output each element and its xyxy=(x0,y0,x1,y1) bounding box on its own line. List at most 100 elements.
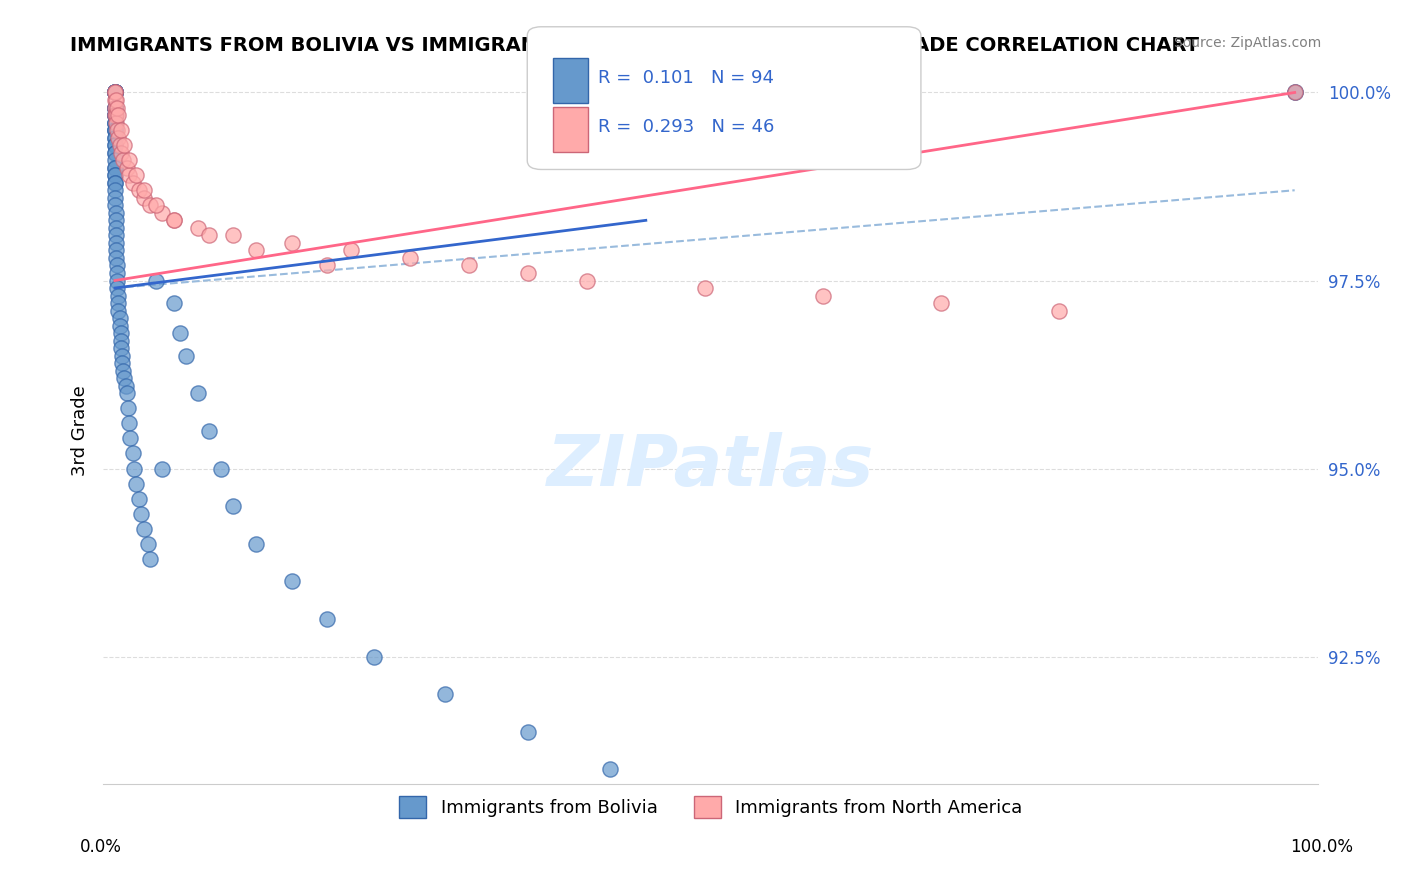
Point xyxy=(105,101,128,115)
Point xyxy=(121,446,143,460)
Point xyxy=(118,168,141,182)
Point xyxy=(134,183,156,197)
Point xyxy=(107,288,129,302)
Point xyxy=(245,537,267,551)
Point xyxy=(121,176,143,190)
Point xyxy=(104,86,127,100)
Point xyxy=(104,145,127,160)
Point xyxy=(457,259,479,273)
Point xyxy=(104,86,127,100)
Point xyxy=(929,296,952,310)
Point xyxy=(209,461,232,475)
Point xyxy=(105,266,128,280)
Point xyxy=(104,168,127,182)
Point xyxy=(104,101,127,115)
Point xyxy=(198,424,221,438)
Point xyxy=(104,108,127,122)
Y-axis label: 3rd Grade: 3rd Grade xyxy=(72,385,89,476)
Point xyxy=(516,266,538,280)
Point xyxy=(105,251,128,265)
Point xyxy=(110,341,132,355)
Point xyxy=(340,244,363,258)
Point xyxy=(129,507,152,521)
Point xyxy=(107,108,129,122)
Point xyxy=(104,86,127,100)
Point xyxy=(125,168,148,182)
Point xyxy=(104,183,127,197)
Point xyxy=(128,183,150,197)
Point xyxy=(104,130,127,145)
Point xyxy=(104,138,127,153)
Point xyxy=(105,259,128,273)
Point xyxy=(104,138,127,153)
Point xyxy=(174,349,197,363)
Point xyxy=(693,281,716,295)
Point xyxy=(134,191,156,205)
Point xyxy=(105,244,128,258)
Text: Source: ZipAtlas.com: Source: ZipAtlas.com xyxy=(1174,36,1322,50)
Point xyxy=(316,259,339,273)
Point xyxy=(150,461,173,475)
Point xyxy=(169,326,191,340)
Point xyxy=(1047,303,1070,318)
Point xyxy=(112,138,135,153)
Point xyxy=(104,93,127,107)
Point xyxy=(105,228,128,243)
Point xyxy=(281,574,304,589)
Point xyxy=(104,115,127,129)
Point xyxy=(104,198,127,212)
Point xyxy=(104,123,127,137)
Point xyxy=(104,161,127,175)
Point xyxy=(105,220,128,235)
Point xyxy=(104,153,127,168)
Text: IMMIGRANTS FROM BOLIVIA VS IMMIGRANTS FROM NORTH AMERICA 3RD GRADE CORRELATION C: IMMIGRANTS FROM BOLIVIA VS IMMIGRANTS FR… xyxy=(70,36,1199,54)
Point xyxy=(104,86,127,100)
Point xyxy=(104,176,127,190)
Point xyxy=(104,115,127,129)
Point xyxy=(222,499,245,513)
Point xyxy=(139,198,162,212)
Point xyxy=(104,176,127,190)
Point xyxy=(104,86,127,100)
Point xyxy=(108,311,131,326)
Point xyxy=(105,115,128,129)
Point xyxy=(112,153,135,168)
Point xyxy=(186,386,208,401)
Point xyxy=(107,303,129,318)
Point xyxy=(122,461,145,475)
Point xyxy=(136,537,159,551)
Text: 0.0%: 0.0% xyxy=(80,838,122,855)
Point xyxy=(104,145,127,160)
Point xyxy=(245,244,267,258)
Point xyxy=(112,364,135,378)
Point xyxy=(434,687,457,701)
Point xyxy=(118,153,141,168)
Point xyxy=(145,198,167,212)
Point xyxy=(104,191,127,205)
Point xyxy=(1284,86,1306,100)
Point xyxy=(125,476,148,491)
Point xyxy=(118,417,141,431)
Point xyxy=(105,235,128,250)
Point xyxy=(104,123,127,137)
Point xyxy=(104,86,127,100)
Point xyxy=(134,522,156,536)
Point xyxy=(163,296,186,310)
Point xyxy=(163,213,186,227)
Point xyxy=(110,326,132,340)
Point xyxy=(1284,86,1306,100)
Point xyxy=(115,161,138,175)
Point xyxy=(281,235,304,250)
Point xyxy=(110,123,132,137)
Text: R =  0.293   N = 46: R = 0.293 N = 46 xyxy=(598,118,773,136)
Point xyxy=(575,273,598,287)
Point xyxy=(104,108,127,122)
Point xyxy=(120,432,142,446)
Point xyxy=(105,213,128,227)
Point xyxy=(145,273,167,287)
Point xyxy=(104,123,127,137)
Point xyxy=(110,145,132,160)
Point xyxy=(150,206,173,220)
Point xyxy=(104,101,127,115)
Point xyxy=(105,93,128,107)
